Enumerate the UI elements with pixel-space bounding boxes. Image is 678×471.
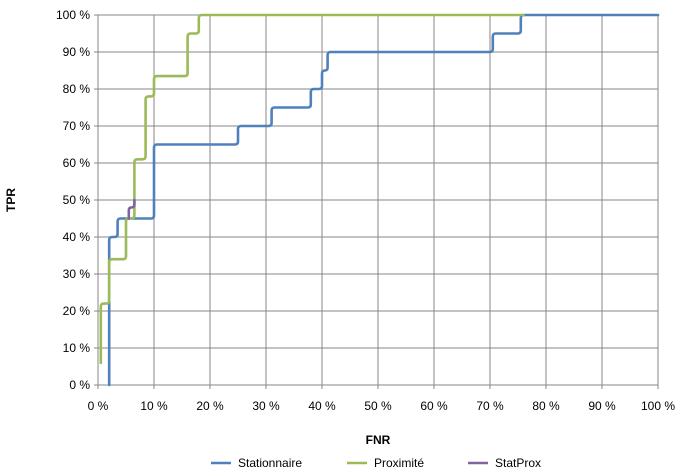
x-tick-label: 10 % [140, 399, 168, 413]
y-tick-label: 40 % [63, 230, 91, 244]
x-tick-label: 90 % [588, 399, 616, 413]
legend-entry: StatProx [468, 456, 541, 470]
legend-entry: Proximité [347, 456, 424, 470]
x-tick-label: 20 % [196, 399, 224, 413]
x-tick-label: 100 % [641, 399, 675, 413]
x-tick-labels: 0 % 10 % 20 % 30 % 40 % 50 % 60 % 70 % 80 % 90 % 1… [88, 399, 676, 413]
y-tick-label: 20 % [63, 304, 91, 318]
y-axis-title: TPR [4, 188, 18, 212]
series-line-2 [127, 198, 136, 220]
y-tick-label: 50 % [63, 193, 91, 207]
y-tick-label: 0 % [69, 378, 90, 392]
x-axis-title: FNR [366, 433, 391, 447]
y-tick-label: 30 % [63, 267, 91, 281]
legend-label: Stationnaire [238, 456, 302, 470]
x-tick-label: 80 % [532, 399, 560, 413]
series-line-1 [99, 13, 525, 365]
y-tick-label: 90 % [63, 45, 91, 59]
x-tick-label: 0 % [88, 399, 109, 413]
series-line-0 [107, 13, 660, 387]
legend: Stationnaire Proximité StatProx [211, 456, 541, 470]
gridlines [97, 14, 659, 386]
legend-entry: Stationnaire [211, 456, 302, 470]
y-tick-label: 10 % [63, 341, 91, 355]
x-tick-label: 70 % [476, 399, 504, 413]
x-tick-label: 60 % [420, 399, 448, 413]
x-tick-label: 50 % [364, 399, 392, 413]
y-tick-label: 80 % [63, 82, 91, 96]
y-tick-label: 70 % [63, 119, 91, 133]
x-tick-label: 40 % [308, 399, 336, 413]
x-tick-label: 30 % [252, 399, 280, 413]
y-tick-label: 60 % [63, 156, 91, 170]
axes [94, 14, 659, 389]
series-lines [99, 13, 660, 387]
y-tick-labels: 0 % 10 % 20 % 30 % 40 % 50 % 60 % 70 % 80 % 90 % 1… [56, 8, 90, 392]
legend-label: Proximité [374, 456, 424, 470]
legend-label: StatProx [495, 456, 541, 470]
y-tick-label: 100 % [56, 8, 90, 22]
